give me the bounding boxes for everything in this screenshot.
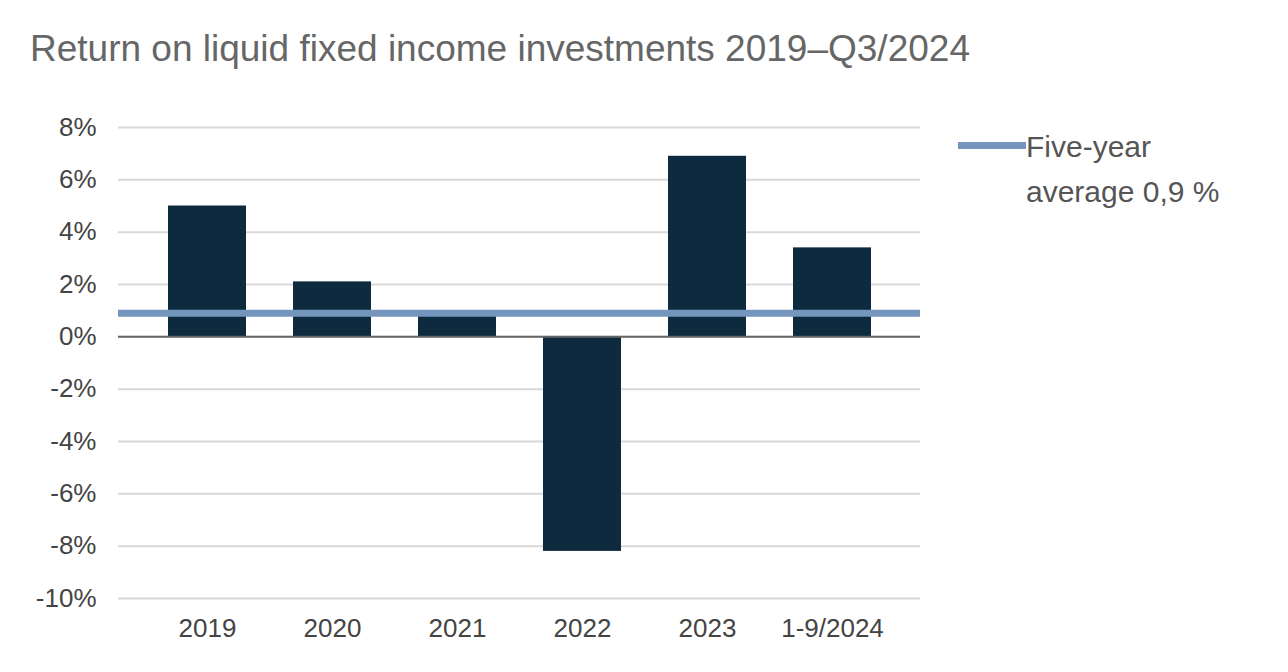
- html-text:Return on liquid fixed income: Return on liquid fixed income investment…: [30, 28, 970, 69]
- svg-text:-10%: -10%: [36, 583, 97, 613]
- svg-text:-2%: -2%: [50, 373, 96, 403]
- svg-text:2020: 2020: [304, 613, 362, 643]
- svg-text:-6%: -6%: [50, 478, 96, 508]
- svg-text:2%: 2%: [59, 269, 97, 299]
- svg-text:-4%: -4%: [50, 426, 96, 456]
- svg-text:0%: 0%: [59, 321, 97, 351]
- svg-text:2022: 2022: [554, 613, 612, 643]
- svg-text:2023: 2023: [679, 613, 737, 643]
- svg-text:8%: 8%: [59, 112, 97, 142]
- svg-text:4%: 4%: [59, 216, 97, 246]
- svg-text:2019: 2019: [179, 613, 237, 643]
- svg-text:2021: 2021: [429, 613, 487, 643]
- svg-text:6%: 6%: [59, 164, 97, 194]
- svg-text:1-9/2024: 1-9/2024: [781, 613, 884, 643]
- svg-text:-8%: -8%: [50, 530, 96, 560]
- html-text:Five-year average 0,9 %: Five-year average 0,9 %: [1026, 130, 1220, 208]
